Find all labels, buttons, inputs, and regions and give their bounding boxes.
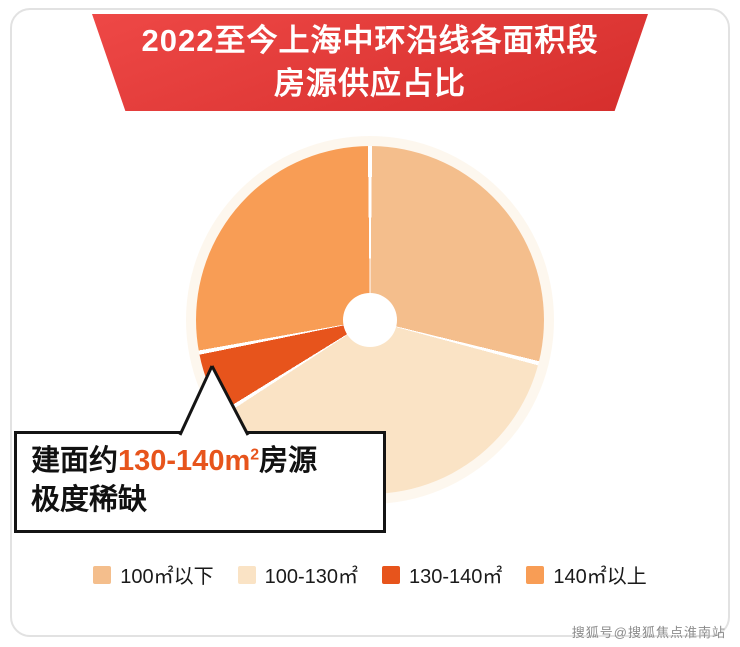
title-ribbon: 2022至今上海中环沿线各面积段 房源供应占比 <box>92 14 648 111</box>
legend-label: 130-140㎡ <box>409 566 503 588</box>
legend-item: 100㎡以下 <box>93 560 214 589</box>
watermark: 搜狐号@搜狐焦点淮南站 <box>571 625 726 640</box>
legend-item: 100-130㎡ <box>237 560 358 589</box>
callout-highlight-sup: 2 <box>250 446 260 464</box>
callout-prefix: 建面约 <box>31 445 119 477</box>
callout-pointer <box>178 365 250 436</box>
legend-swatch-100-130-icon <box>237 565 256 584</box>
callout-text-line-2: 极度稀缺 <box>31 484 148 517</box>
callout-suffix: 房源 <box>259 445 318 477</box>
legend-swatch-under100-icon <box>93 565 112 584</box>
callout-highlight: 130-140m2 <box>118 445 260 477</box>
legend-swatch-130-140-icon <box>382 565 400 584</box>
callout-text-line-1: 建面约130-140m2房源 <box>31 442 369 481</box>
legend-label: 100㎡以下 <box>120 566 214 588</box>
legend-label: 140㎡以上 <box>553 566 647 588</box>
title-line-2: 房源供应占比 <box>274 65 466 101</box>
legend-label: 100-130㎡ <box>264 566 358 588</box>
legend-item: 140㎡以上 <box>526 560 647 589</box>
callout-box: 建面约130-140m2房源 极度稀缺 <box>14 431 386 534</box>
legend-item: 130-140㎡ <box>382 560 502 589</box>
pie-center-hole <box>343 293 397 347</box>
chart-legend: 100㎡以下 100-130㎡ 130-140㎡ 140㎡以上 <box>0 560 740 589</box>
legend-swatch-over140-icon <box>526 565 545 584</box>
title-line-1: 2022至今上海中环沿线各面积段 <box>141 22 599 58</box>
card-border <box>10 8 730 637</box>
